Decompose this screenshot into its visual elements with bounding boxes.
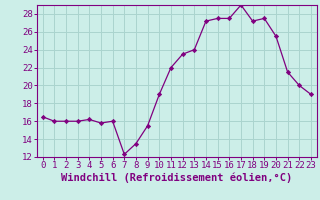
X-axis label: Windchill (Refroidissement éolien,°C): Windchill (Refroidissement éolien,°C)	[61, 173, 292, 183]
